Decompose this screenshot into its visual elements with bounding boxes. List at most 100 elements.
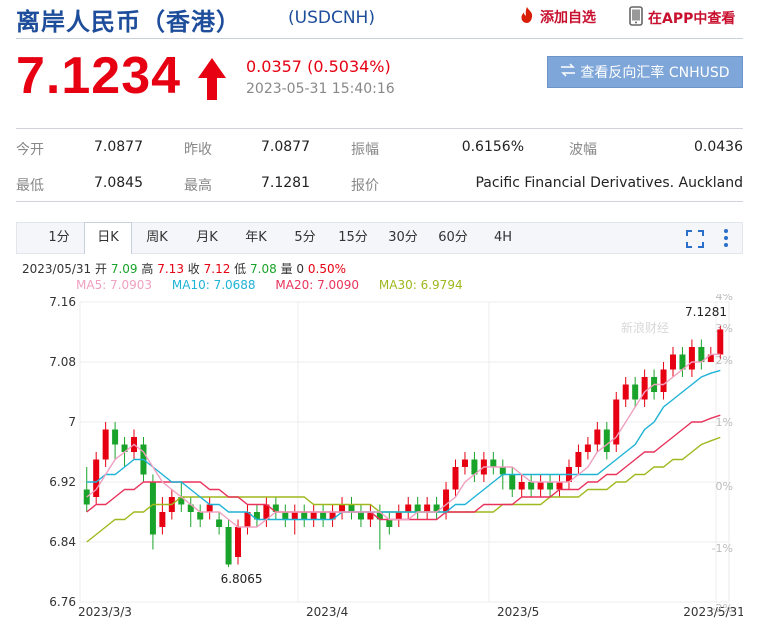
max-price-label: 7.1281: [685, 305, 727, 319]
tab-weekly-k[interactable]: 周K: [146, 230, 168, 245]
add-favorite-button[interactable]: 添加自选: [518, 6, 596, 28]
info-close: 7.12: [203, 262, 231, 276]
candle-body: [433, 504, 440, 512]
candle-body: [509, 474, 516, 490]
candle-body: [452, 467, 459, 490]
stat-open-label: 今开: [16, 142, 44, 158]
pct-tick-label: 2%: [716, 354, 733, 367]
candle-body: [528, 482, 535, 490]
ma10-line: [86, 369, 721, 521]
y-tick-label: 6.92: [49, 475, 76, 489]
candle-body: [253, 512, 260, 520]
candle-body: [272, 504, 279, 512]
candle-body: [339, 504, 346, 512]
reverse-rate-button[interactable]: 查看反向汇率 CNHUSD: [547, 56, 743, 88]
info-pct: 0.50%: [307, 262, 346, 276]
phone-icon: [628, 6, 644, 30]
pct-tick-label: 4%: [716, 294, 733, 303]
candle-body: [594, 429, 601, 445]
info-high: 7.13: [157, 262, 184, 276]
stat-high-value: 7.1281: [261, 175, 310, 191]
view-in-app-label: 在APP中查看: [648, 11, 736, 27]
candle-body: [187, 504, 194, 512]
info-low: 7.08: [250, 262, 277, 276]
candle-body: [282, 512, 289, 520]
candle-body: [178, 497, 185, 505]
info-vol: 0: [296, 262, 305, 276]
stats-panel: 今开 7.0877 昨收 7.0877 振幅 0.6156% 波幅 0.0436…: [16, 128, 743, 202]
watermark-label: 新浪财经: [621, 320, 669, 335]
ma20-legend: MA20: 7.0090: [275, 278, 360, 292]
view-in-app-button[interactable]: 在APP中查看: [628, 6, 735, 30]
candle-body: [499, 467, 506, 475]
pct-tick-label: 0%: [716, 480, 733, 493]
candle-body: [216, 519, 223, 527]
pct-tick-label: -1%: [712, 542, 733, 555]
pct-tick-label: 1%: [716, 416, 733, 429]
candle-body: [159, 512, 166, 527]
x-tick-label: 2023/5/31: [683, 605, 743, 619]
candle-body: [93, 459, 100, 497]
pct-tick-label: -2%: [712, 602, 733, 615]
stat-range-label: 波幅: [569, 142, 597, 158]
candle-body: [461, 459, 468, 467]
candle-body: [688, 347, 695, 370]
x-tick-label: 2023/3/3: [78, 605, 132, 619]
tab-yearly-k[interactable]: 年K: [245, 230, 267, 245]
candle-body: [386, 519, 393, 527]
min-price-label: 6.8065: [221, 572, 263, 586]
more-menu-icon[interactable]: [721, 227, 731, 253]
candle-body: [424, 504, 431, 512]
candle-body: [206, 504, 213, 512]
header-divider: [16, 38, 743, 39]
y-tick-label: 6.76: [49, 595, 76, 609]
tab-60min[interactable]: 60分: [438, 230, 468, 245]
tab-1min[interactable]: 1分: [48, 230, 70, 245]
ma-legend: MA5: 7.0903 MA10: 7.0688 MA20: 7.0090 MA…: [76, 278, 479, 292]
candle-body: [348, 504, 355, 512]
ma30-legend: MA30: 6.9794: [378, 278, 463, 292]
candle-body: [291, 512, 298, 520]
tab-30min[interactable]: 30分: [388, 230, 418, 245]
y-tick-label: 7.08: [49, 355, 76, 369]
tab-15min[interactable]: 15分: [338, 230, 368, 245]
stat-high-label: 最高: [184, 178, 212, 194]
info-low-label: 低: [234, 262, 247, 276]
tab-daily-k[interactable]: 日K: [84, 222, 132, 254]
plot-frame: [79, 301, 730, 603]
candle-body: [443, 489, 450, 512]
candle-info-line: 2023/05/31 开 7.09 高 7.13 收 7.12 低 7.08 量…: [22, 260, 346, 277]
stat-quote-source-label: 报价: [351, 178, 379, 194]
ma5-line: [86, 353, 721, 528]
swap-icon: [560, 63, 576, 81]
candle-body: [405, 504, 412, 512]
info-high-label: 高: [141, 262, 154, 276]
x-tick-label: 2023/5: [497, 605, 539, 619]
candle-body: [669, 354, 676, 370]
info-vol-label: 量: [280, 262, 293, 276]
candle-body: [632, 384, 639, 400]
tab-5min[interactable]: 5分: [294, 230, 316, 245]
price-change: 0.0357 (0.5034%): [246, 57, 391, 76]
stat-quote-source-value: Pacific Financial Derivatives. Auckland: [475, 175, 743, 191]
candle-body: [537, 482, 544, 490]
stat-amplitude-label: 振幅: [351, 142, 379, 158]
candle-body: [301, 512, 308, 520]
stat-prev-close-label: 昨收: [184, 142, 212, 158]
candle-body: [490, 459, 497, 467]
candle-body: [471, 459, 478, 475]
candle-body: [149, 482, 156, 535]
tab-4h[interactable]: 4H: [493, 230, 513, 245]
info-open: 7.09: [110, 262, 138, 276]
stat-low-label: 最低: [16, 178, 44, 194]
candle-body: [575, 452, 582, 467]
fullscreen-icon[interactable]: [685, 229, 705, 253]
candle-body: [329, 512, 336, 520]
header: 离岸人民币（香港） (USDCNH) 添加自选 在APP中查看: [16, 0, 752, 38]
info-close-label: 收: [187, 262, 200, 276]
stat-range-value: 0.0436: [694, 139, 743, 155]
candle-body: [518, 482, 525, 490]
tab-monthly-k[interactable]: 月K: [196, 230, 218, 245]
candle-body: [244, 512, 251, 527]
